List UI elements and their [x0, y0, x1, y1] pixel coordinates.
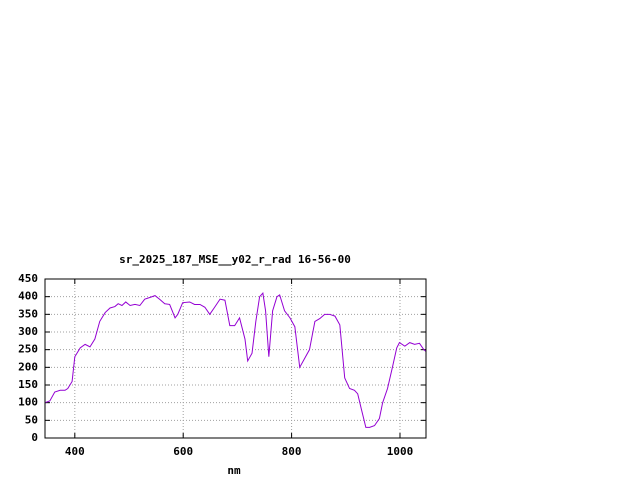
- y-tick-label: 450: [18, 272, 38, 285]
- x-axis-label: nm: [227, 464, 241, 477]
- y-tick-label: 150: [18, 378, 38, 391]
- y-tick-label: 400: [18, 290, 38, 303]
- y-tick-label: 300: [18, 325, 38, 338]
- x-tick-label: 1000: [387, 445, 414, 458]
- x-tick-label: 400: [65, 445, 85, 458]
- plot-border: [44, 278, 427, 439]
- x-tick-label: 800: [282, 445, 302, 458]
- y-tick-label: 350: [18, 307, 38, 320]
- data-line: [44, 292, 427, 428]
- y-tick-label: 100: [18, 396, 38, 409]
- x-tick-label: 600: [173, 445, 193, 458]
- y-tick-label: 0: [31, 431, 38, 444]
- y-tick-label: 250: [18, 343, 38, 356]
- y-tick-label: 50: [25, 413, 38, 426]
- y-tick-label: 200: [18, 360, 38, 373]
- chart-title: sr_2025_187_MSE__y02_r_rad 16-56-00: [119, 253, 351, 266]
